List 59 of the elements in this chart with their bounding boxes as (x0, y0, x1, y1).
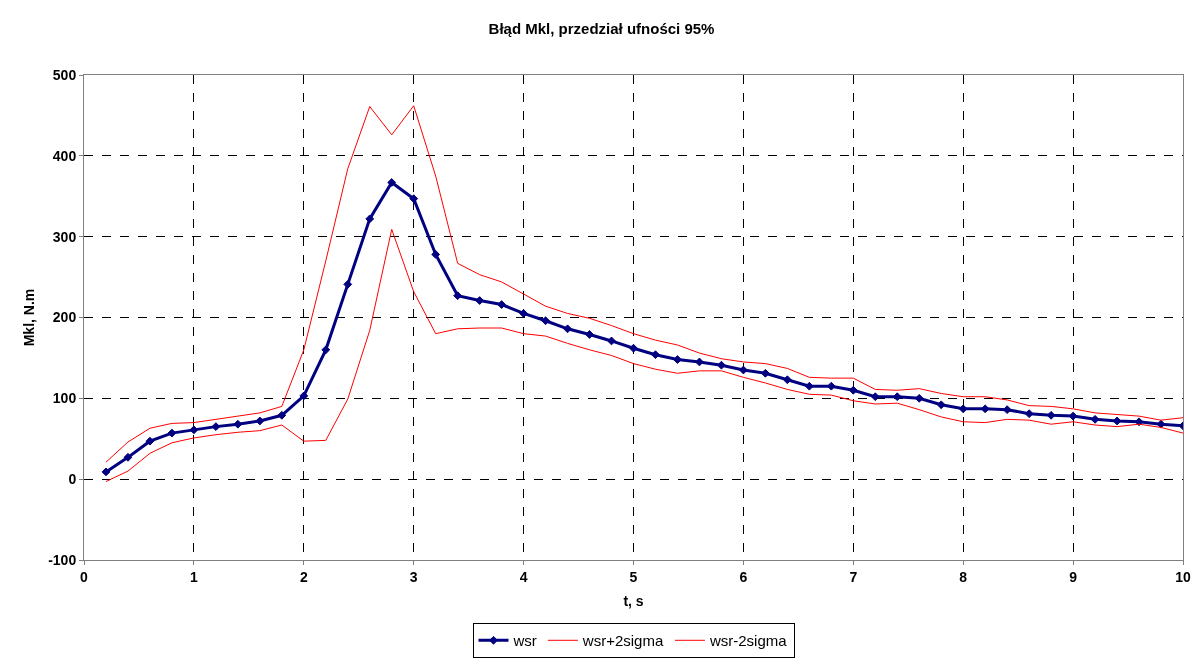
point (585, 330, 594, 339)
point (189, 425, 199, 435)
x-tick-label: 5 (629, 568, 638, 585)
point (145, 436, 155, 446)
x-tick-label: 3 (409, 568, 418, 585)
point (651, 350, 660, 360)
x-tick-label: 10 (1175, 568, 1191, 585)
point (782, 375, 792, 385)
x-axis-title: t, s (623, 593, 644, 610)
point (1024, 409, 1034, 419)
point (607, 336, 616, 346)
y-tick-label: 200 (52, 309, 77, 326)
point (958, 404, 968, 414)
x-tick-label: 8 (959, 568, 968, 585)
point (123, 452, 133, 462)
point (629, 343, 638, 353)
point (343, 279, 353, 289)
point (299, 391, 309, 401)
point (431, 250, 441, 259)
y-tick-label: -100 (48, 551, 77, 568)
point (255, 416, 265, 426)
point (277, 410, 287, 420)
y-tick-label: 400 (52, 147, 77, 164)
y-tick-label: 0 (68, 471, 77, 488)
chart-title: Błąd Mkl, przedział ufności 95% (488, 19, 715, 37)
point (541, 316, 550, 326)
point (519, 309, 528, 318)
point (387, 178, 397, 187)
point (717, 360, 726, 370)
x-tick-label: 4 (519, 568, 528, 585)
point (211, 422, 221, 432)
x-tick-label: 9 (1069, 568, 1078, 585)
point (870, 392, 880, 402)
x-tick-label: 7 (849, 568, 858, 585)
point (101, 467, 111, 477)
y-tick-label: 300 (52, 228, 77, 245)
x-tick-label: 2 (299, 568, 308, 585)
point (321, 345, 331, 355)
point (409, 194, 419, 204)
point (563, 324, 572, 334)
y-tick-label: 500 (52, 66, 77, 83)
legend-label: wsr+2sigma (581, 632, 664, 650)
point (365, 214, 375, 224)
legend-label: wsr (512, 632, 537, 650)
point (804, 381, 814, 391)
point (695, 357, 704, 367)
point (936, 400, 946, 410)
point (673, 355, 682, 364)
line-series (105, 228, 1183, 483)
legend-label: wsr-2sigma (708, 632, 788, 650)
point (739, 365, 748, 375)
x-tick-label: 6 (739, 568, 748, 585)
y-tick-label: 100 (52, 390, 77, 407)
line-series (105, 105, 1183, 463)
point (1046, 410, 1056, 420)
point (497, 300, 507, 309)
y-axis-title: Mkl, N.m (20, 288, 37, 347)
x-tick-label: 0 (80, 568, 89, 585)
x-tick-label: 1 (190, 568, 198, 585)
